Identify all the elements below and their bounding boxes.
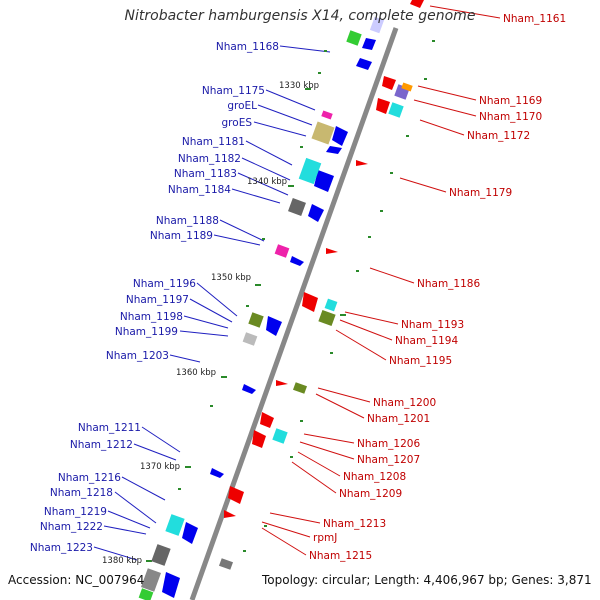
gene-label: Nham_1212 — [70, 439, 133, 451]
left-gene-labels: Nham_1168 Nham_1175 groEL groES Nham_118… — [30, 41, 279, 554]
right-connectors — [261, 5, 501, 556]
gene-label: Nham_1175 — [202, 85, 265, 97]
track-ticks — [146, 40, 435, 562]
kbp-mark: 1370 kbp — [140, 462, 180, 472]
gene-label: Nham_1189 — [150, 230, 213, 242]
page-title: Nitrobacter hamburgensis X14, complete g… — [124, 8, 476, 24]
gene-label: Nham_1179 — [449, 187, 512, 199]
gene-label: Nham_1223 — [30, 542, 93, 554]
kbp-mark: 1350 kbp — [211, 273, 251, 283]
gene-label: groES — [222, 117, 253, 129]
gene-label: Nham_1170 — [479, 111, 542, 123]
gene-label: Nham_1222 — [40, 521, 103, 533]
gene-label: Nham_1195 — [389, 355, 452, 367]
genome-backbone — [189, 27, 399, 600]
gene-label: Nham_1182 — [178, 153, 241, 165]
gene-label: Nham_1198 — [120, 311, 183, 323]
reverse-genes — [224, 0, 424, 518]
gene-label: Nham_1209 — [339, 488, 402, 500]
kbp-mark: 1330 kbp — [279, 81, 319, 91]
gene-label: Nham_1184 — [168, 184, 231, 196]
left-connectors — [93, 45, 331, 561]
gene-label: Nham_1181 — [182, 136, 245, 148]
gene-label: Nham_1207 — [357, 454, 420, 466]
gene-label: Nham_1216 — [58, 472, 121, 484]
gene-label: groEL — [227, 100, 257, 112]
genome-summary: Topology: circular; Length: 4,406,967 bp… — [262, 573, 592, 587]
gene-label: Nham_1188 — [156, 215, 219, 227]
gene-label: Nham_1201 — [367, 413, 430, 425]
forward-genes — [162, 38, 376, 598]
gene-label: Nham_1196 — [133, 278, 196, 290]
kbp-mark: 1380 kbp — [102, 556, 142, 566]
kbp-mark: 1340 kbp — [247, 177, 287, 187]
gene-label: Nham_1203 — [106, 350, 169, 362]
gene-label: Nham_1161 — [503, 13, 566, 25]
right-gene-labels: Nham_1161 Nham_1169 Nham_1170 Nham_1172 … — [309, 13, 566, 562]
kbp-mark: 1360 kbp — [176, 368, 216, 378]
gene-label: Nham_1213 — [323, 518, 386, 530]
gene-label: rpmJ — [313, 532, 337, 544]
gene-label: Nham_1172 — [467, 130, 530, 142]
gene-label: Nham_1169 — [479, 95, 542, 107]
gene-label: Nham_1206 — [357, 438, 420, 450]
gene-label: Nham_1183 — [174, 168, 237, 180]
gene-label: Nham_1208 — [343, 471, 406, 483]
gene-label: Nham_1194 — [395, 335, 458, 347]
accession-text: Accession: NC_007964 — [8, 573, 145, 587]
gene-label: Nham_1218 — [50, 487, 113, 499]
gene-label: Nham_1215 — [309, 550, 372, 562]
kbp-markers: 1330 kbp 1340 kbp 1350 kbp 1360 kbp 1370… — [102, 81, 319, 566]
gene-label: Nham_1219 — [44, 506, 107, 518]
gene-label: Nham_1197 — [126, 294, 189, 306]
gene-label: Nham_1186 — [417, 278, 480, 290]
gene-label: Nham_1193 — [401, 319, 464, 331]
gene-label: Nham_1211 — [78, 422, 141, 434]
colored-genes — [138, 16, 413, 600]
gene-label: Nham_1200 — [373, 397, 436, 409]
gene-label: Nham_1199 — [115, 326, 178, 338]
gene-label: Nham_1168 — [216, 41, 279, 53]
